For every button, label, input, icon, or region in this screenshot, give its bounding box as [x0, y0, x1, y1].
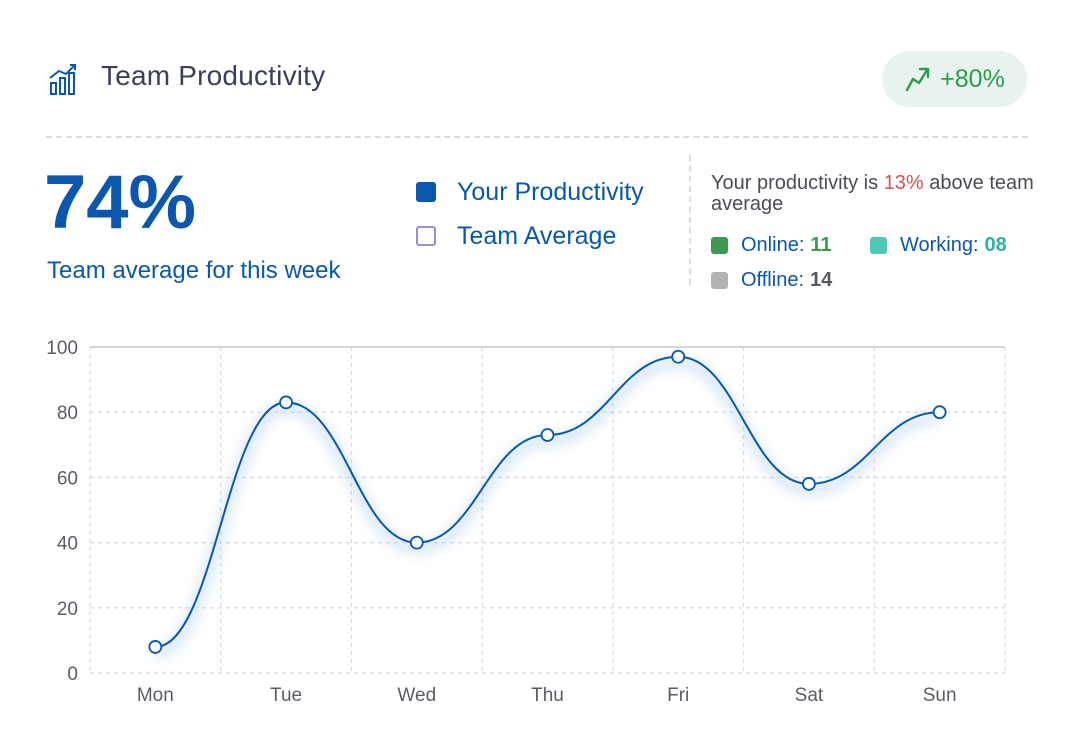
legend-marker: [416, 182, 436, 202]
y-tick-label: 20: [57, 599, 78, 620]
productivity-subtitle: Team average for this week: [47, 257, 341, 284]
data-point: [148, 640, 163, 654]
status-working-label: Working:: [900, 234, 979, 256]
status-working: Working: 08: [870, 234, 1007, 257]
data-point: [540, 428, 555, 442]
status-offline-value: 14: [810, 269, 833, 291]
legend-marker: [416, 226, 436, 246]
comparison-prefix: Your productivity is: [711, 172, 884, 194]
status-offline: Offline: 14: [711, 269, 832, 292]
productivity-value: 74%: [44, 160, 197, 245]
series-line-glow: [154, 357, 940, 658]
comparison-percent: 13%: [883, 172, 924, 194]
x-tick-label: Mon: [137, 685, 174, 706]
comparison-text: Your productivity is 13% above team aver…: [711, 173, 1041, 215]
x-tick-label: Tue: [270, 685, 302, 706]
y-tick-label: 40: [57, 534, 78, 555]
x-tick-label: Sat: [795, 685, 824, 706]
x-tick-label: Thu: [531, 685, 564, 706]
legend-item-team-average[interactable]: Team Average: [416, 214, 644, 258]
y-tick-label: 60: [57, 468, 78, 489]
data-point: [671, 349, 686, 364]
vertical-divider: [689, 155, 691, 285]
status-working-marker: [870, 237, 887, 254]
legend-label: Team Average: [457, 221, 617, 250]
y-tick-label: 0: [67, 664, 78, 685]
legend-item-your-productivity[interactable]: Your Productivity: [416, 170, 644, 214]
status-offline-marker: [711, 272, 728, 289]
x-tick-label: Fri: [667, 685, 689, 706]
data-point: [409, 535, 424, 550]
data-point: [279, 395, 293, 410]
trend-up-icon: [905, 67, 930, 92]
header-divider: [46, 136, 1028, 138]
y-tick-label: 100: [46, 338, 78, 359]
status-online-value: 11: [810, 234, 832, 256]
x-tick-label: Sun: [923, 685, 957, 706]
series-line: [155, 355, 940, 648]
status-working-value: 08: [984, 234, 1007, 256]
data-point: [802, 477, 816, 491]
status-online-label: Online:: [741, 234, 805, 256]
trend-badge: +80%: [882, 51, 1027, 107]
bar-chart-icon: [49, 64, 76, 95]
trend-value: +80%: [940, 64, 1005, 93]
chart-legend: Your Productivity Team Average: [416, 170, 644, 258]
x-tick-label: Wed: [397, 685, 436, 706]
status-online: Online: 11: [711, 234, 832, 257]
y-tick-label: 80: [57, 403, 78, 424]
page-title: Team Productivity: [101, 60, 326, 91]
status-offline-label: Offline:: [741, 269, 804, 291]
comparison-suffix: above team average: [711, 172, 1034, 215]
status-online-marker: [711, 237, 728, 254]
data-point: [932, 405, 947, 420]
legend-label: Your Productivity: [457, 177, 644, 206]
